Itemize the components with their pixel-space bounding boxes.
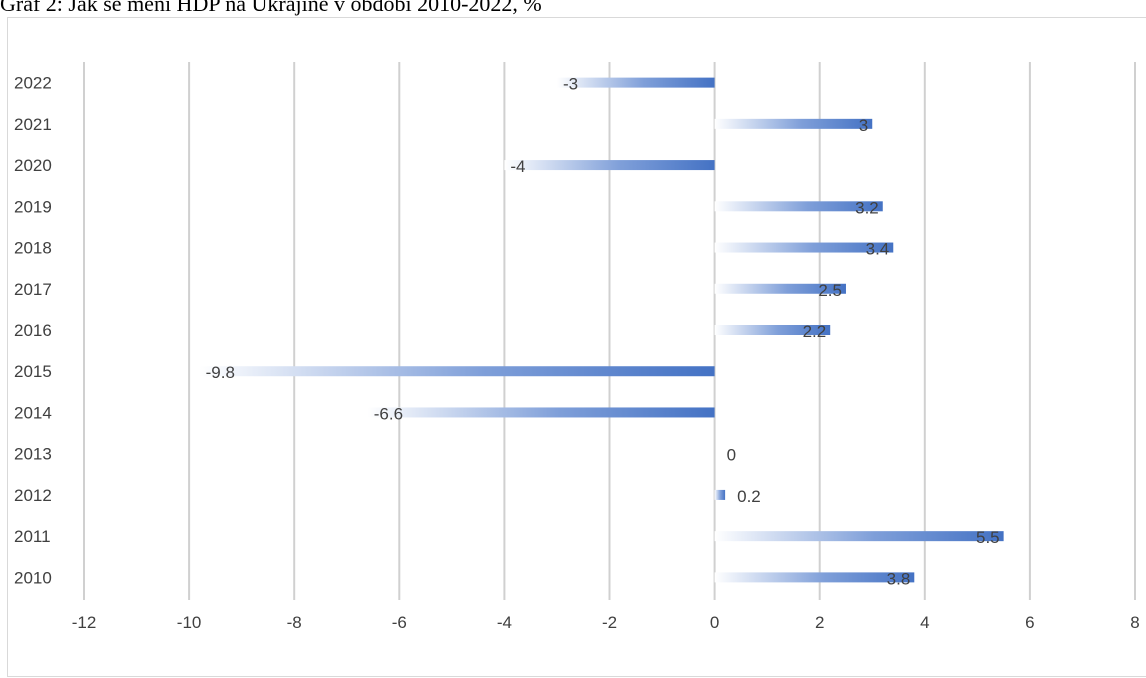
bar — [556, 77, 715, 88]
x-tick-label: -6 — [392, 613, 407, 632]
data-label: 2.5 — [818, 281, 842, 300]
y-category-label: 2020 — [14, 156, 52, 175]
bar — [199, 366, 715, 377]
data-label: -4 — [510, 157, 525, 176]
y-category-label: 2014 — [14, 403, 52, 422]
x-tick-label: 6 — [1025, 613, 1034, 632]
y-category-label: 2017 — [14, 280, 52, 299]
x-tick-label: 2 — [815, 613, 824, 632]
bar — [714, 489, 726, 500]
data-label: 3.2 — [855, 198, 879, 217]
x-tick-label: -2 — [602, 613, 617, 632]
y-category-label: 2019 — [14, 197, 52, 216]
data-label: 0.2 — [737, 487, 761, 506]
x-tick-label: 8 — [1130, 613, 1139, 632]
y-category-label: 2021 — [14, 115, 52, 134]
bar — [714, 572, 915, 583]
x-tick-label: 0 — [710, 613, 719, 632]
data-label: 3.4 — [866, 240, 890, 259]
y-category-label: 2013 — [14, 445, 52, 464]
chart-caption: Graf 2: Jak se mění HDP na Ukrajině v ob… — [0, 0, 542, 16]
bar-chart: 2010 2011 2012 2013 2014 2015 2016 2017 2018 2019… — [14, 62, 1140, 632]
x-tick-label: -12 — [72, 613, 97, 632]
bar — [714, 242, 894, 253]
y-category-label: 2018 — [14, 239, 52, 258]
category-axis: 2010 2011 2012 2013 2014 2015 2016 2017 2018 2019… — [14, 74, 52, 588]
y-category-label: 2015 — [14, 362, 52, 381]
value-axis: -12 -10 -8 -6 -4 -2 0 2 4 6 8 — [72, 613, 1140, 632]
data-label: -6.6 — [374, 404, 403, 423]
data-label: 3.8 — [887, 569, 911, 588]
data-label: -3 — [563, 75, 578, 94]
x-tick-label: -10 — [177, 613, 202, 632]
bar — [504, 160, 715, 171]
data-label: 0 — [727, 446, 736, 465]
bar — [714, 118, 873, 129]
y-category-label: 2022 — [14, 74, 52, 93]
x-tick-label: -4 — [497, 613, 512, 632]
y-category-label: 2012 — [14, 486, 52, 505]
bar — [714, 325, 831, 335]
bar — [367, 407, 715, 418]
gridlines — [83, 62, 1136, 600]
bar — [714, 531, 1004, 542]
data-label: -9.8 — [206, 363, 235, 382]
data-label: 5.5 — [976, 528, 1000, 547]
data-label: 2.2 — [803, 322, 827, 341]
x-tick-label: -8 — [287, 613, 302, 632]
bar — [714, 201, 883, 212]
data-labels: 3.8 5.5 0.2 0 -6.6 -9.8 2.2 2.5 3.4 3.2 -4 3 -3 — [206, 75, 1000, 589]
data-label: 3 — [859, 116, 868, 135]
y-category-label: 2016 — [14, 321, 52, 340]
y-category-label: 2010 — [14, 568, 52, 587]
bar — [714, 283, 846, 294]
y-category-label: 2011 — [14, 527, 51, 546]
chart-area: 2010 2011 2012 2013 2014 2015 2016 2017 2018 2019… — [7, 17, 1146, 677]
bars — [199, 77, 1004, 583]
x-tick-label: 4 — [920, 613, 929, 632]
